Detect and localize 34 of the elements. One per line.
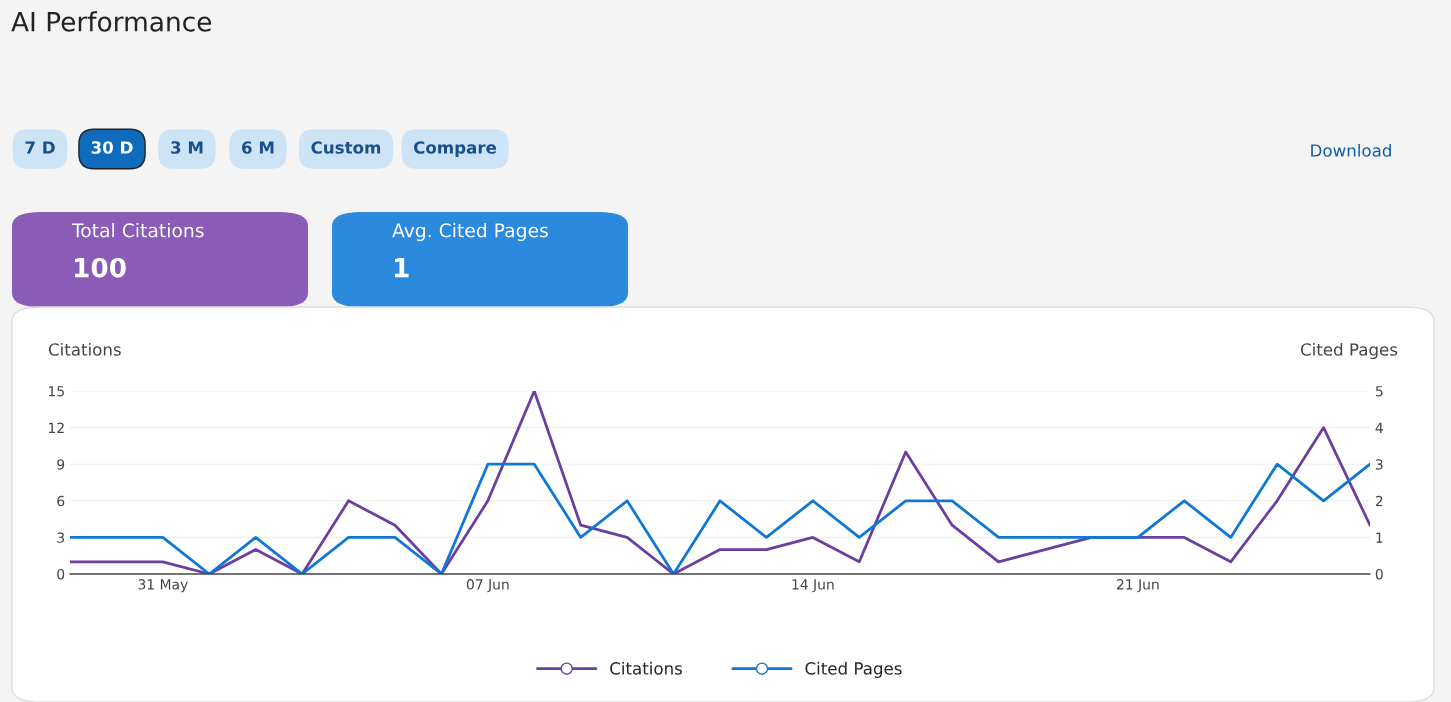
y2-axis-title: Cited Pages (1300, 342, 1398, 360)
y2-tick-label: 3 (1375, 459, 1383, 470)
chart-title: AI Performance (11, 11, 212, 32)
x-tick-label: 21 Jun (1116, 579, 1159, 593)
y2-tick-label: 4 (1375, 422, 1383, 433)
y-tick-label: 6 (57, 495, 65, 507)
text: Avg. Cited Pages (392, 222, 548, 242)
y2-tick-label: 1 (1376, 532, 1383, 543)
line-series (70, 462, 1370, 574)
y-axis-title: Citations (48, 342, 121, 356)
y-tick-label: 12 (48, 422, 64, 433)
line-series (70, 391, 1370, 574)
text: 6 M (242, 141, 274, 154)
text: 7 D (25, 141, 55, 154)
text: 30 D (91, 141, 133, 154)
legend-label: Cited Pages (805, 661, 902, 678)
text: Download (1311, 143, 1391, 157)
text: 100 (74, 257, 126, 278)
y-tick-label: 9 (57, 459, 65, 470)
text: Compare (413, 141, 497, 158)
text: Custom (311, 141, 381, 154)
text: 3 M (171, 141, 203, 154)
y-tick-label: 3 (57, 532, 65, 543)
x-tick-label: 31 May (138, 579, 188, 593)
x-tick-label: 07 Jun (466, 579, 509, 593)
y2-tick-label: 0 (1375, 568, 1383, 580)
y-tick-label: 0 (57, 568, 65, 580)
legend-label: Citations (610, 661, 683, 675)
y-tick-label: 15 (48, 386, 64, 397)
y2-tick-label: 2 (1375, 495, 1383, 507)
text: Total Citations (71, 222, 204, 238)
x-tick-label: 14 Jun (792, 579, 834, 593)
y2-tick-label: 5 (1375, 386, 1383, 397)
text: 1 (394, 258, 409, 278)
